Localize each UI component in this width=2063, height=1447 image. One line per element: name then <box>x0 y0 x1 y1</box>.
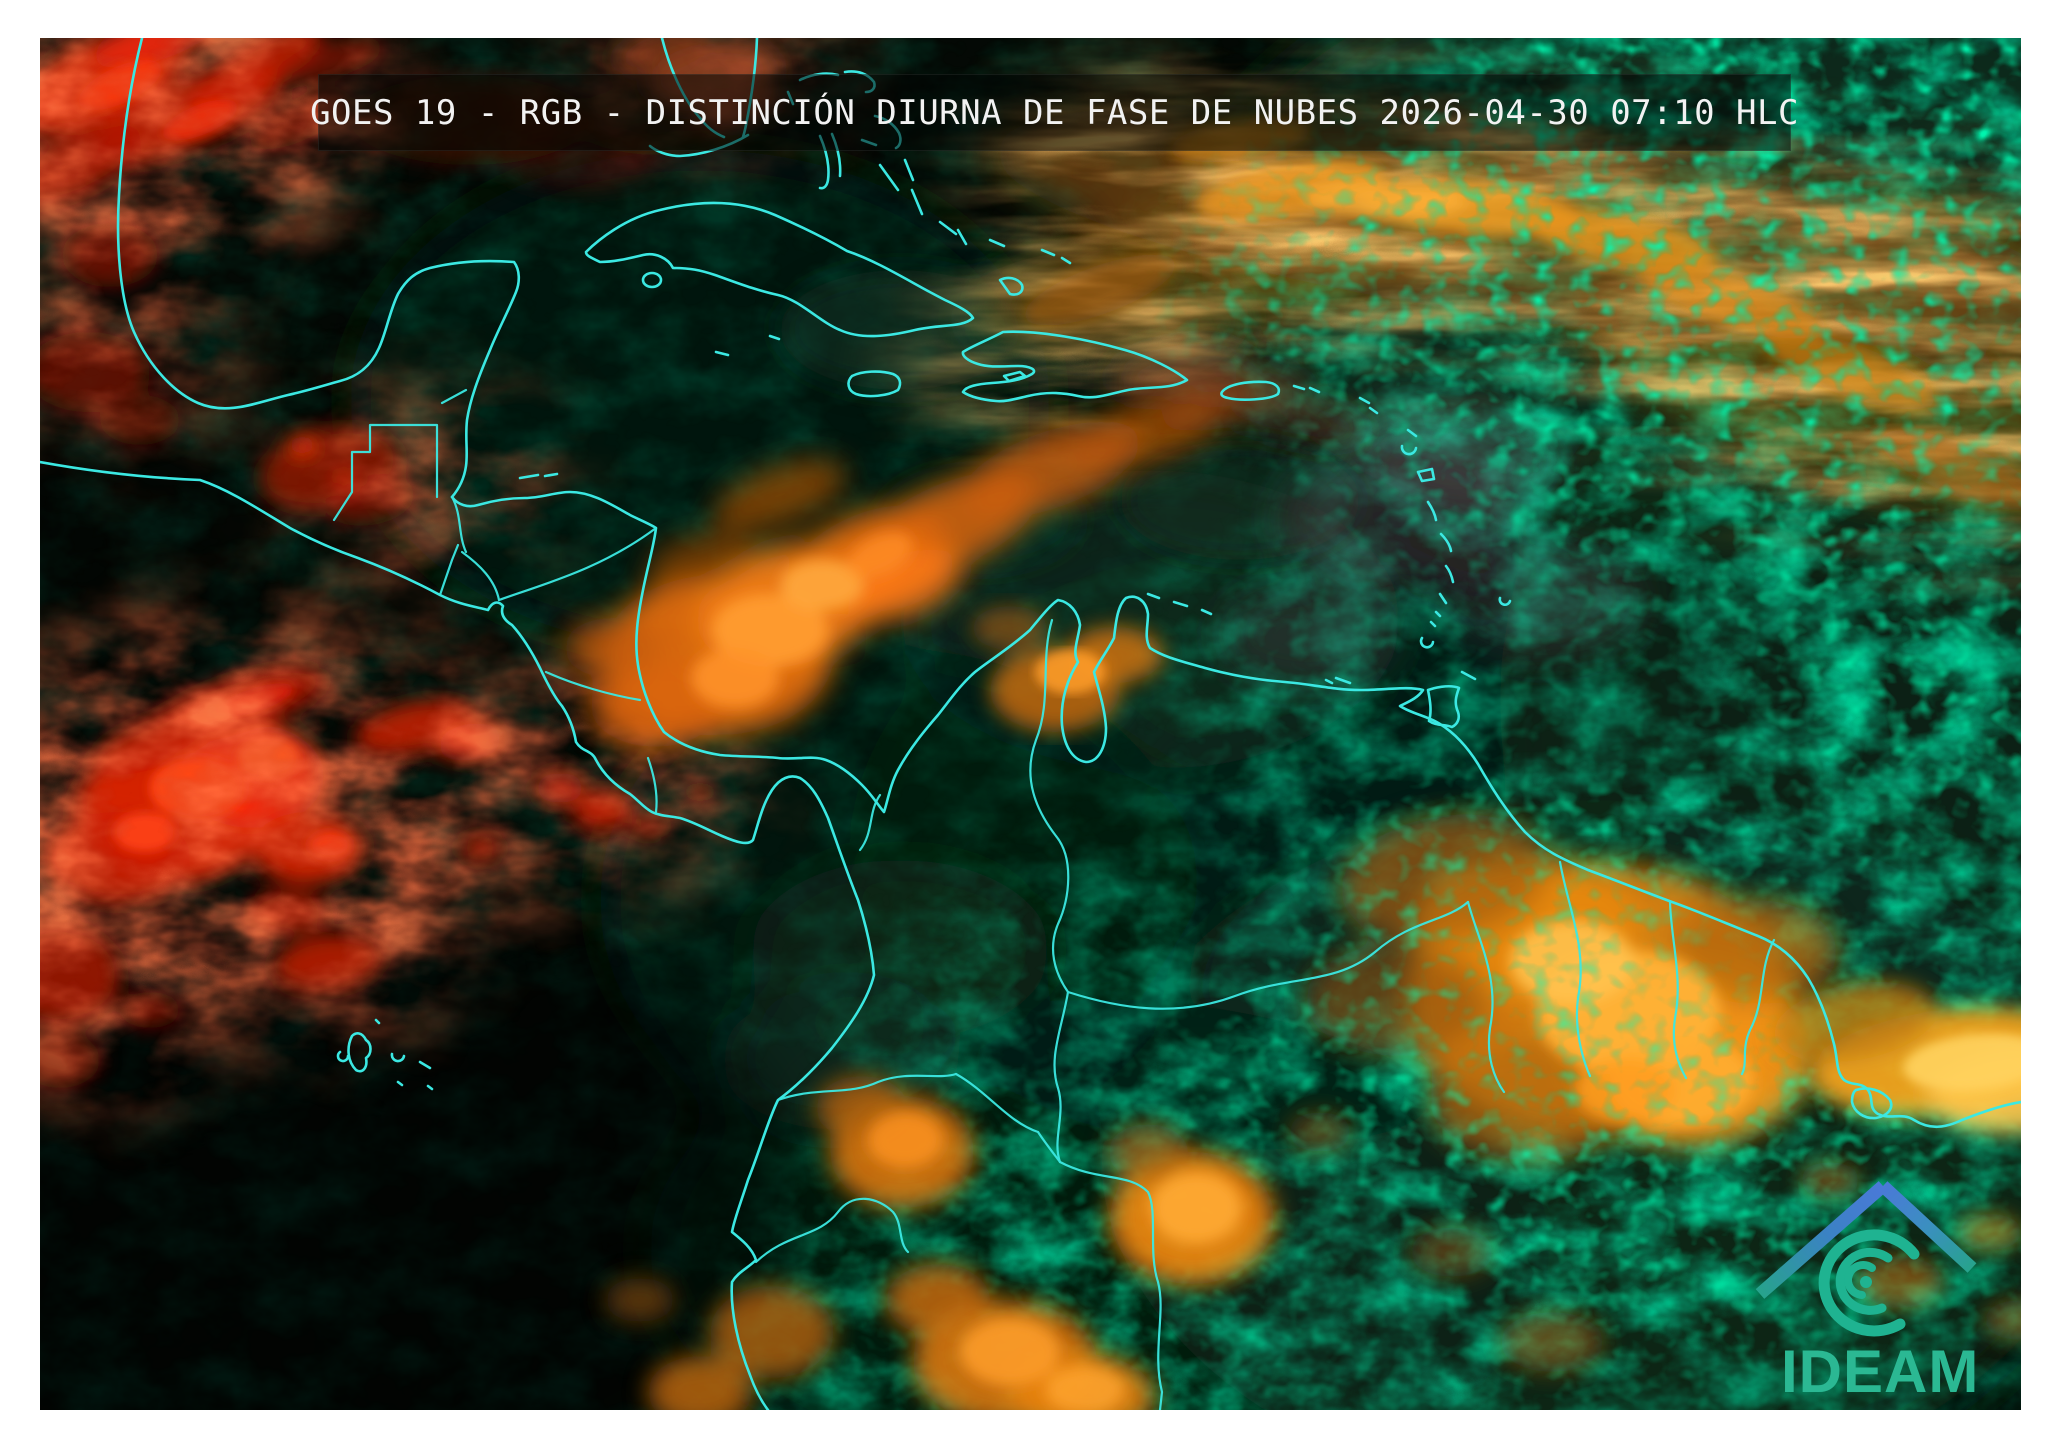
island-cuba <box>584 201 975 338</box>
ideam-logo-text: IDEAM <box>1781 1338 1979 1405</box>
border-ecuador-peru <box>754 1197 910 1264</box>
border-brazil-peru <box>1058 1160 1164 1410</box>
island-juventud <box>641 271 663 289</box>
island-gonave <box>1002 370 1027 383</box>
island-puerto-rico <box>1220 380 1281 401</box>
map-title: GOES 19 - RGB - DISTINCIÓN DIURNA DE FAS… <box>310 92 1799 133</box>
coastal-yellow-highlight <box>1903 1033 2021 1091</box>
hurricane-spiral-icon <box>1818 1229 1920 1337</box>
border-colombia-venezuela <box>1029 618 1070 994</box>
island-jamaica <box>847 370 902 398</box>
island-margarita <box>1324 676 1352 685</box>
islands-abc <box>1146 592 1213 616</box>
orange-clusters-highlights <box>867 1112 1242 1410</box>
islands-lesser-antilles <box>1292 384 1512 681</box>
mountain-peak-icon <box>1755 1181 1977 1299</box>
coast-mexico-yucatan <box>116 38 521 499</box>
islands-bay-honduras <box>518 472 559 480</box>
border-venezuela-brazil <box>1066 900 1470 1010</box>
island-hispaniola <box>961 330 1189 403</box>
islands-galapagos <box>336 1018 434 1091</box>
border-guatemala-stair <box>332 388 468 522</box>
title-bar: GOES 19 - RGB - DISTINCIÓN DIURNA DE FAS… <box>310 74 1798 151</box>
island-trinidad <box>1426 684 1461 729</box>
border-colombia-ecuador <box>776 1072 958 1102</box>
coast-central-south-america <box>450 490 2021 1129</box>
borders-layer <box>332 388 1776 1410</box>
ideam-logo: IDEAM <box>1755 1181 1979 1405</box>
island-marajo <box>1850 1087 1893 1120</box>
islands-cayman <box>714 334 781 357</box>
orange-clusters-amazon-layer <box>605 1076 1604 1410</box>
orange-maracaibo-highlight <box>1035 650 1105 694</box>
